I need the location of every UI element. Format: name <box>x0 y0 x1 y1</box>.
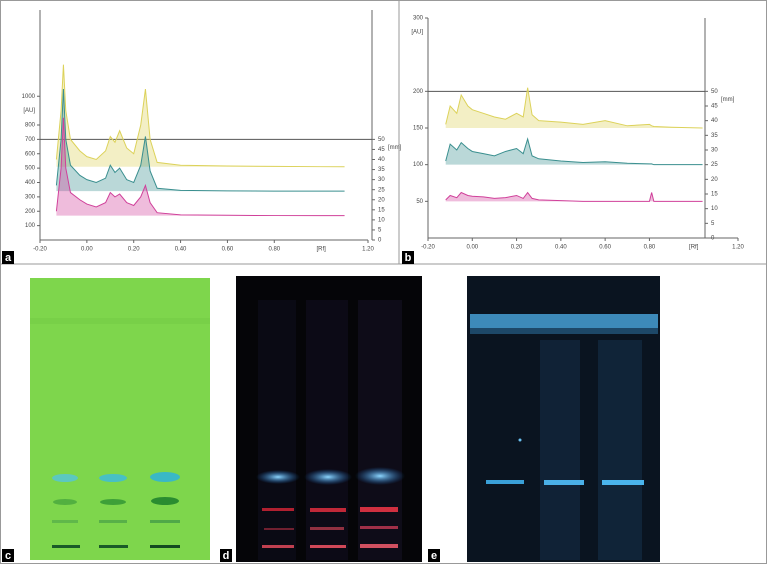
y2-tick-label: 35 <box>711 133 718 139</box>
y-tick-label: 400 <box>25 180 36 186</box>
x-tick-label: 1.20 <box>732 245 744 251</box>
y2-tick-label: 30 <box>711 148 718 154</box>
y2-tick-label: 15 <box>378 207 385 213</box>
y2-tick-label: 50 <box>711 89 718 95</box>
x-tick-label: 0.80 <box>268 247 280 253</box>
y2-axis-label: [mm] <box>388 145 402 151</box>
y-axis-label: [AU] <box>411 30 423 36</box>
trace <box>55 89 345 192</box>
y2-tick-label: 10 <box>711 206 718 212</box>
y-tick-label: 100 <box>413 162 424 168</box>
x-tick-label: -0.20 <box>421 245 435 251</box>
y2-tick-label: 25 <box>378 187 385 193</box>
area-fill <box>56 89 345 192</box>
y2-tick-label: 35 <box>378 167 385 173</box>
panel-label-box <box>428 549 440 562</box>
trace <box>55 64 345 168</box>
x-tick-label: -0.20 <box>33 247 47 253</box>
x-axis-label: [Rf] <box>689 245 699 251</box>
x-tick-label: 0.00 <box>466 245 478 251</box>
x-axis-label: [Rf] <box>316 247 326 253</box>
y-tick-label: 500 <box>25 166 36 172</box>
x-tick-label: 0.00 <box>81 247 93 253</box>
x-tick-label: 0.60 <box>222 247 234 253</box>
panel-label: d <box>223 550 230 562</box>
y-tick-label: 200 <box>413 89 424 95</box>
trace <box>445 137 703 166</box>
y2-tick-label: 15 <box>711 192 718 198</box>
y2-tick-label: 40 <box>378 157 385 163</box>
y2-tick-label: 0 <box>378 238 382 244</box>
panel-label: b <box>405 252 412 264</box>
y-tick-label: 150 <box>413 126 424 132</box>
y2-tick-label: 50 <box>378 137 385 143</box>
area-fill <box>445 192 703 202</box>
area-fill <box>56 117 345 216</box>
y-tick-label: 300 <box>25 194 36 200</box>
tlc-plate-e <box>467 276 660 562</box>
y2-axis-label: [mm] <box>721 97 735 103</box>
trace <box>445 87 703 129</box>
panel-label: a <box>5 252 12 264</box>
trace <box>55 117 345 217</box>
y-tick-label: 800 <box>25 123 36 129</box>
y-axis-label: [AU] <box>23 108 35 114</box>
x-tick-label: 0.40 <box>175 247 187 253</box>
x-tick-label: 0.60 <box>599 245 611 251</box>
y2-tick-label: 40 <box>711 118 718 124</box>
y2-tick-label: 20 <box>378 197 385 203</box>
panel-label: c <box>5 550 11 562</box>
trace <box>445 191 703 202</box>
y-tick-label: 600 <box>25 151 36 157</box>
y-tick-label: 50 <box>416 199 423 205</box>
panel-label-box <box>402 251 414 264</box>
y2-tick-label: 45 <box>378 147 385 153</box>
y-tick-label: 200 <box>25 209 36 215</box>
y2-tick-label: 30 <box>378 177 385 183</box>
tlc-plate-d <box>236 276 422 562</box>
panel-label: e <box>431 550 437 562</box>
y2-tick-label: 10 <box>378 217 385 223</box>
y-tick-label: 100 <box>25 223 36 229</box>
y-tick-label: 300 <box>413 16 424 22</box>
x-tick-label: 0.20 <box>128 247 140 253</box>
y2-tick-label: 5 <box>378 228 382 234</box>
y2-tick-label: 25 <box>711 162 718 168</box>
area-fill <box>445 139 703 165</box>
panel-label-box <box>2 549 14 562</box>
y2-tick-label: 5 <box>711 221 715 227</box>
y-tick-label: 1000 <box>22 94 36 100</box>
x-tick-label: 0.80 <box>644 245 656 251</box>
panel-label-box <box>2 251 14 264</box>
y2-tick-label: 0 <box>711 236 715 242</box>
x-tick-label: 0.20 <box>511 245 523 251</box>
area-fill <box>445 87 703 128</box>
x-tick-label: 1.20 <box>362 247 374 253</box>
panel-label-box <box>220 549 232 562</box>
x-tick-label: 0.40 <box>555 245 567 251</box>
tlc-plate-c <box>30 278 210 560</box>
area-fill <box>56 64 345 167</box>
y2-tick-label: 20 <box>711 177 718 183</box>
y2-tick-label: 45 <box>711 104 718 110</box>
y-tick-label: 700 <box>25 137 36 143</box>
